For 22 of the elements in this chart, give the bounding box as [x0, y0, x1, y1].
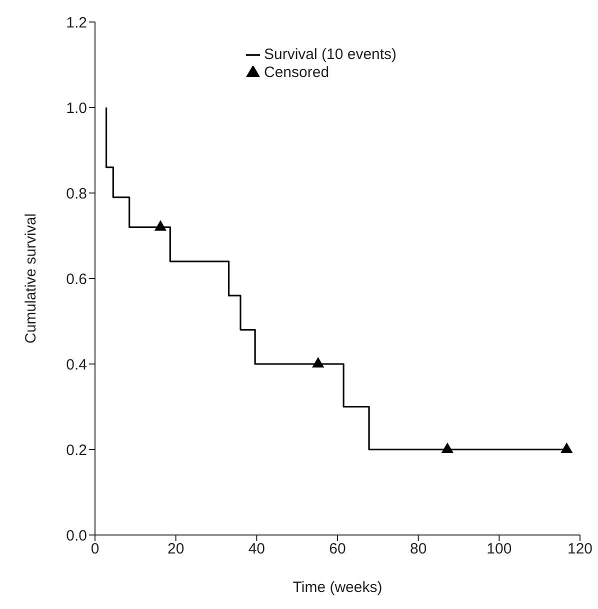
- legend-label: Survival (10 events): [264, 46, 397, 63]
- x-tick-label: 20: [167, 540, 184, 558]
- y-tick-label: 1.0: [66, 100, 87, 117]
- y-axis-title: Cumulative survival: [22, 213, 40, 344]
- point: [154, 220, 167, 231]
- y-tick-label: 0.0: [66, 527, 87, 544]
- x-tick-label: 80: [410, 540, 427, 558]
- x-tick-label: 60: [329, 540, 346, 558]
- x-axis-title: Time (weeks): [292, 579, 382, 596]
- y-tick-label: 0.2: [66, 442, 87, 459]
- x-tick-label: 100: [486, 540, 512, 558]
- point: [560, 442, 573, 454]
- y-tick-label: 0.6: [66, 270, 87, 288]
- legend-label: Censored: [264, 64, 330, 81]
- y-tick-label: 1.2: [66, 14, 87, 32]
- point: [441, 442, 454, 454]
- y-tick-label: 0.8: [66, 185, 87, 202]
- point: [312, 356, 324, 368]
- x-tick-label: 0: [90, 540, 100, 558]
- x-tick-label: 120: [567, 540, 593, 558]
- y-tick-label: 0.4: [66, 356, 87, 374]
- x-tick-label: 40: [248, 540, 266, 558]
